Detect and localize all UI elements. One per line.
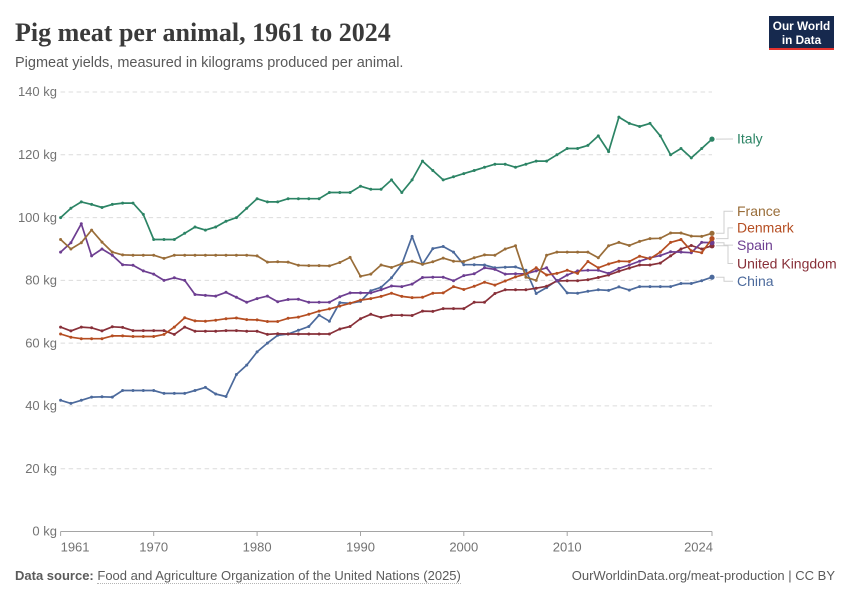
svg-text:1990: 1990 [346,540,375,555]
svg-text:2010: 2010 [553,540,582,555]
svg-text:2000: 2000 [449,540,478,555]
svg-text:1961: 1961 [61,540,90,555]
svg-text:France: France [737,203,781,219]
svg-text:2024: 2024 [684,540,713,555]
svg-text:0 kg: 0 kg [32,524,57,539]
svg-text:40 kg: 40 kg [25,398,57,413]
svg-text:140 kg: 140 kg [18,84,57,99]
svg-text:1980: 1980 [243,540,272,555]
svg-text:60 kg: 60 kg [25,335,57,350]
svg-text:100 kg: 100 kg [18,210,57,225]
svg-text:20 kg: 20 kg [25,461,57,476]
svg-text:1970: 1970 [139,540,168,555]
svg-text:China: China [737,273,774,289]
svg-text:Italy: Italy [737,130,763,146]
svg-text:United Kingdom: United Kingdom [737,255,837,271]
svg-text:80 kg: 80 kg [25,273,57,288]
svg-text:Spain: Spain [737,237,773,253]
svg-text:Denmark: Denmark [737,220,795,236]
svg-text:120 kg: 120 kg [18,147,57,162]
